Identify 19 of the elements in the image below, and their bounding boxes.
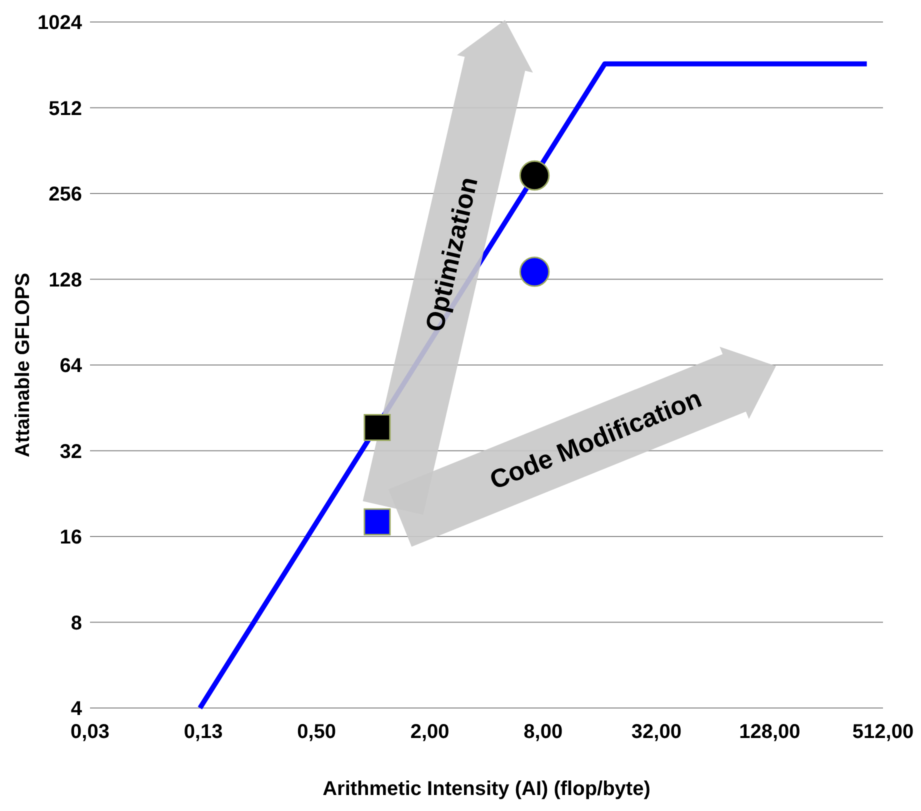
x-tick-label: 32,00	[631, 721, 682, 743]
x-tick-label: 0,03	[70, 721, 110, 743]
y-tick-label: 64	[60, 355, 83, 377]
x-tick-label: 8,00	[524, 721, 563, 743]
x-tick-label: 512,00	[852, 721, 914, 743]
x-axis-title: Arithmetic Intensity (AI) (flop/byte)	[322, 778, 650, 800]
x-tick-label: 2,00	[410, 721, 450, 743]
y-tick-label: 4	[70, 698, 83, 720]
y-tick-label: 128	[48, 269, 82, 292]
y-tick-label: 512	[48, 98, 82, 120]
x-tick-label: 0,13	[184, 721, 223, 743]
y-tick-label: 256	[48, 184, 82, 206]
x-tick-label: 128,00	[739, 721, 800, 743]
y-axis-title: Attainable GFLOPS	[12, 272, 34, 458]
y-tick-label: 32	[60, 440, 82, 463]
y-tick-label: 8	[70, 612, 82, 634]
y-tick-label: 1024	[38, 12, 83, 34]
x-tick-label: 0,50	[297, 721, 336, 743]
y-tick-label: 16	[60, 526, 82, 548]
